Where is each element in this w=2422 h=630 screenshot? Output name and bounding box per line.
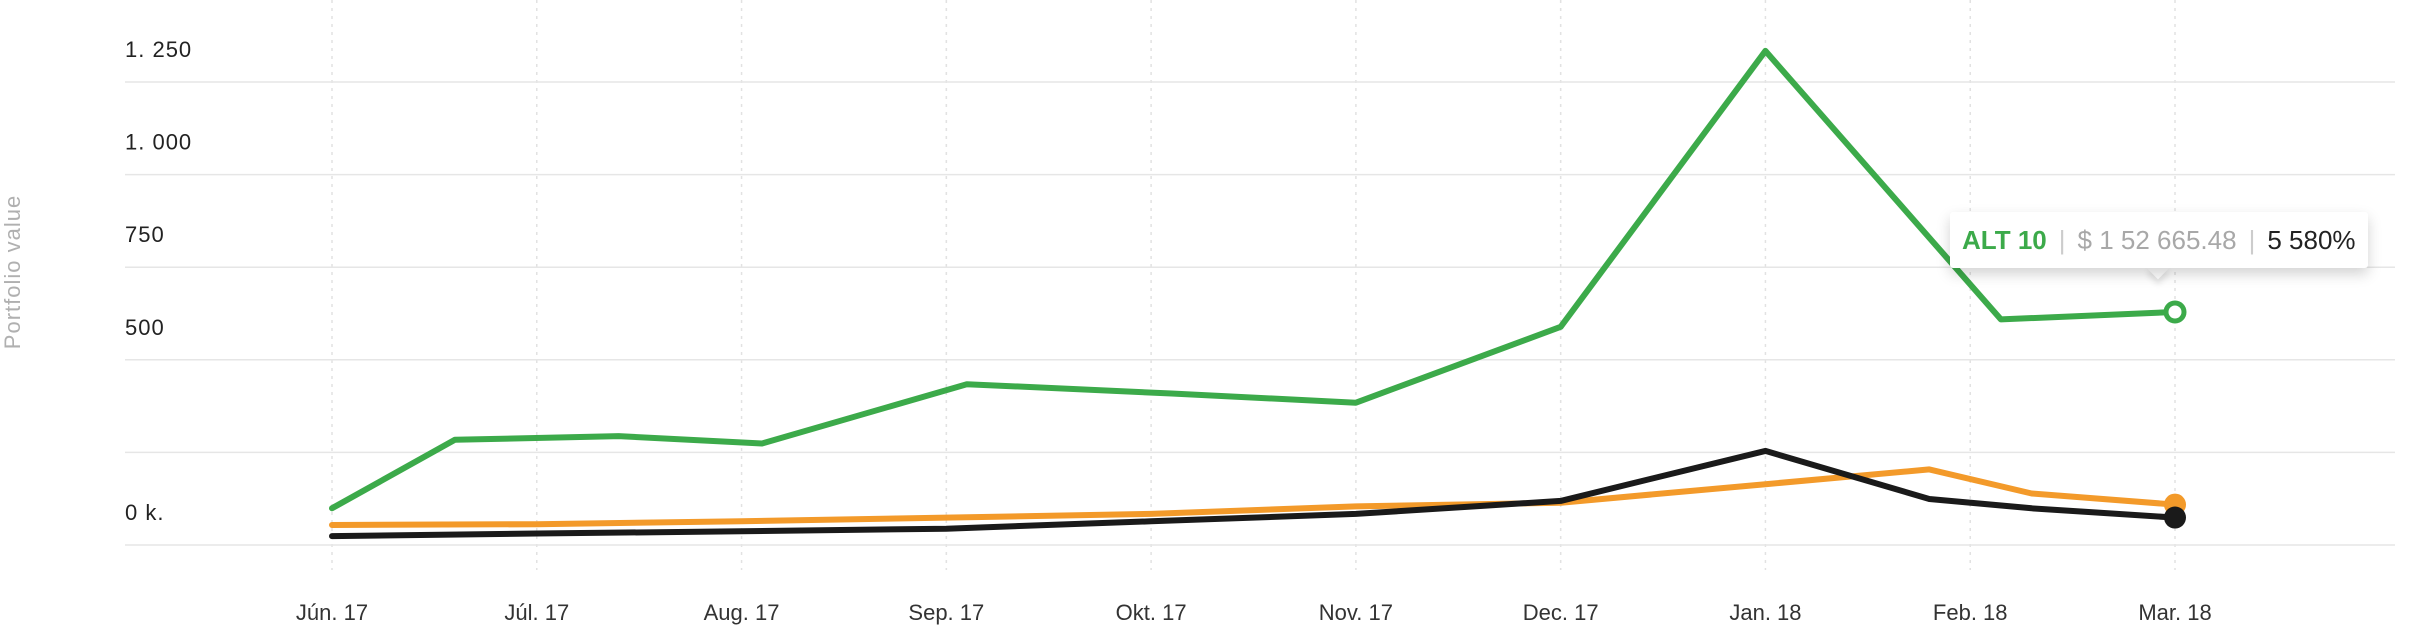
x-tick-label: Feb. 18 — [1933, 600, 2008, 625]
y-axis-label: Portfolio value — [0, 195, 25, 349]
x-tick-label: Jan. 18 — [1729, 600, 1801, 625]
x-tick-label: Sep. 17 — [908, 600, 984, 625]
series-tooltip: ALT 10 | $ 1 52 665.48 | 5 580% — [1950, 212, 2368, 268]
y-tick-label: 0 k. — [125, 500, 164, 525]
x-axis-ticks: Jún. 17 Júl. 17 Aug. 17 Sep. 17 Okt. 17 Nov. … — [296, 600, 2212, 625]
tooltip-value: $ 1 52 665.48 — [2077, 224, 2237, 255]
x-tick-label: Mar. 18 — [2138, 600, 2211, 625]
y-tick-label: 1. 250 — [125, 37, 192, 62]
x-tick-label: Dec. 17 — [1523, 600, 1599, 625]
series-endpoint-marker — [2163, 300, 2187, 324]
horizontal-gridlines — [125, 81, 2395, 546]
tooltip-separator: | — [2248, 224, 2256, 255]
tooltip-separator: | — [2058, 224, 2066, 255]
y-axis-ticks: 0 k. 500 750 1. 000 1. 250 — [125, 37, 192, 525]
y-tick-label: 750 — [125, 222, 165, 247]
tooltip-percent: 5 580% — [2267, 224, 2356, 255]
series-line-1 — [329, 466, 2178, 528]
x-tick-label: Nov. 17 — [1319, 600, 1393, 625]
vertical-gridlines — [331, 0, 2176, 570]
series-endpoints — [2163, 300, 2187, 529]
y-tick-label: 1. 000 — [125, 130, 192, 155]
series-line-0 — [329, 47, 2178, 512]
tooltip-series-name: ALT 10 — [1962, 224, 2047, 255]
series-endpoint-marker — [2164, 506, 2186, 529]
x-tick-label: Jún. 17 — [296, 600, 368, 625]
series-lines — [329, 47, 2178, 540]
series-line-2 — [329, 447, 2178, 540]
y-tick-label: 500 — [125, 315, 165, 340]
x-tick-label: Aug. 17 — [704, 600, 780, 625]
x-tick-label: Júl. 17 — [504, 600, 569, 625]
x-tick-label: Okt. 17 — [1116, 600, 1187, 625]
